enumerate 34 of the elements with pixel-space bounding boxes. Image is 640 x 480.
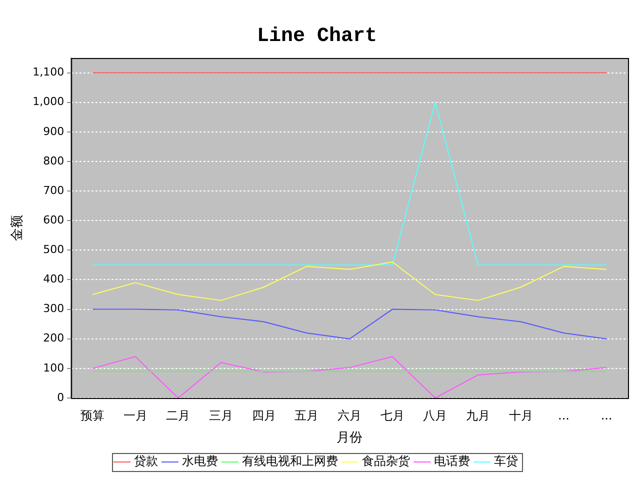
y-tick-label: 1,000 bbox=[32, 95, 64, 108]
legend-label: 车贷 bbox=[494, 454, 518, 468]
x-tick-label: 六月 bbox=[338, 408, 362, 422]
y-tick-label: 200 bbox=[43, 332, 64, 345]
y-tick-label: 600 bbox=[43, 213, 64, 226]
x-tick-label: 一月 bbox=[123, 408, 148, 422]
y-tick-label: 500 bbox=[43, 243, 64, 256]
x-tick-label: 二月 bbox=[166, 408, 190, 422]
y-tick-label: 300 bbox=[43, 302, 64, 316]
legend-label: 有线电视和上网费 bbox=[242, 454, 338, 468]
x-tick-label: 预算 bbox=[80, 408, 105, 422]
x-tick-label: 四月 bbox=[252, 408, 276, 422]
y-tick-label: 1,100 bbox=[32, 66, 64, 79]
x-tick-label: 九月 bbox=[466, 408, 490, 422]
y-tick-label: 900 bbox=[43, 124, 64, 138]
y-tick-label: 0 bbox=[57, 390, 64, 404]
y-tick-label: 100 bbox=[43, 361, 64, 374]
x-tick-label: ... bbox=[600, 408, 612, 422]
x-tick-label: 八月 bbox=[423, 408, 448, 422]
legend-label: 食品杂货 bbox=[362, 454, 410, 468]
legend-label: 电话费 bbox=[434, 454, 470, 468]
x-tick-label: 三月 bbox=[209, 408, 234, 422]
x-tick-label: 七月 bbox=[380, 408, 404, 422]
chart-title: Line Chart bbox=[256, 25, 378, 48]
legend-label: 水电费 bbox=[182, 454, 218, 468]
x-tick-label: 十月 bbox=[508, 408, 533, 422]
x-tick-label: 五月 bbox=[294, 408, 319, 422]
y-tick-label: 700 bbox=[43, 184, 64, 197]
y-tick-label: 800 bbox=[43, 154, 64, 168]
y-axis-title: 金额 bbox=[10, 215, 26, 241]
x-axis-title: 月份 bbox=[336, 430, 363, 446]
legend-label: 贷款 bbox=[134, 454, 158, 468]
x-tick-label: ... bbox=[558, 408, 570, 422]
y-tick-label: 400 bbox=[43, 272, 64, 286]
